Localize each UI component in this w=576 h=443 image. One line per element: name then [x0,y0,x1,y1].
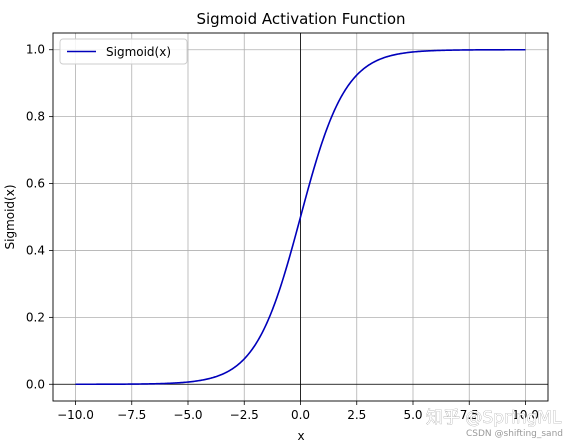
x-axis-ticks: −10.0 −7.5 −5.0 −2.5 0.0 2.5 5.0 7.5 10.0 [57,401,539,422]
y-tick-label: 0.4 [26,243,45,257]
y-axis-ticks: 0.0 0.2 0.4 0.6 0.8 1.0 [26,43,53,391]
y-tick-label: 0.8 [26,110,45,124]
legend-label: Sigmoid(x) [106,45,171,59]
x-axis-label: x [297,429,304,443]
y-axis-label: Sigmoid(x) [3,184,17,249]
y-tick-label: 0.2 [26,310,45,324]
x-tick-label: 2.5 [347,408,366,422]
series-line-sigmoid [75,48,526,386]
y-tick-label: 0.0 [26,377,45,391]
watermark-sub: CSDN @shifting_sand [466,429,563,439]
y-tick-label: 0.6 [26,177,45,191]
x-tick-label: 7.5 [460,408,479,422]
y-tick-label: 1.0 [26,43,45,57]
x-tick-label: −2.5 [230,408,259,422]
x-tick-label: 0.0 [291,408,310,422]
x-tick-label: 10.0 [512,408,539,422]
x-tick-label: −5.0 [173,408,202,422]
legend-box [59,38,188,65]
x-tick-label: 5.0 [403,408,422,422]
series-group [75,48,526,386]
chart-title: Sigmoid Activation Function [196,10,405,28]
x-tick-label: −7.5 [117,408,146,422]
legend: Sigmoid(x) [59,38,188,65]
x-tick-label: −10.0 [57,408,94,422]
watermark-main: 知乎 @SpringML [426,408,562,428]
